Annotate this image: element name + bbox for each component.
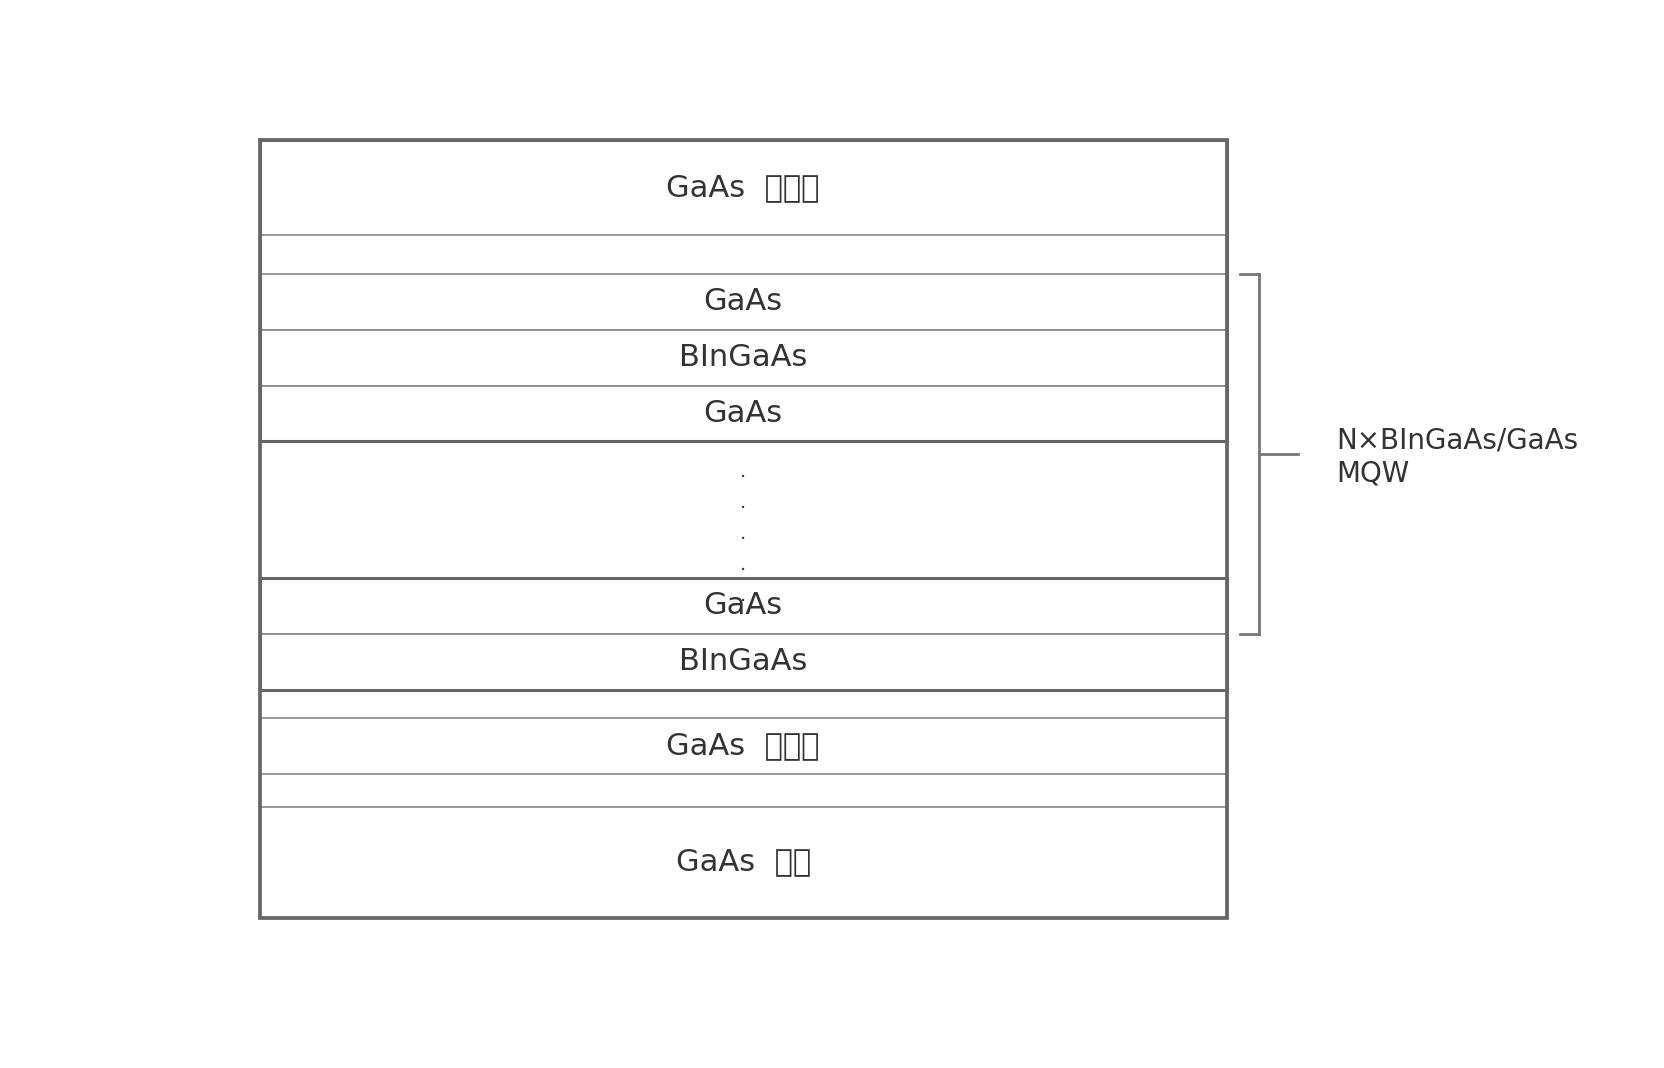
Bar: [260, 634, 1226, 690]
Text: GaAs  衬底: GaAs 衬底: [676, 848, 810, 877]
Bar: [260, 386, 1226, 441]
Text: BInGaAs: BInGaAs: [679, 647, 807, 676]
Bar: [260, 578, 1226, 690]
Text: N×BInGaAs/GaAs
MQW: N×BInGaAs/GaAs MQW: [1336, 427, 1579, 487]
Bar: [260, 806, 1226, 917]
Text: GaAs: GaAs: [704, 287, 782, 316]
Bar: [260, 141, 1226, 917]
Bar: [260, 141, 1226, 441]
Text: GaAs: GaAs: [704, 592, 782, 621]
Text: BInGaAs: BInGaAs: [679, 343, 807, 372]
Bar: [260, 718, 1226, 773]
Bar: [260, 141, 1226, 235]
Text: GaAs: GaAs: [704, 399, 782, 428]
Text: ·
·
·
·
·: · · · · ·: [740, 468, 747, 611]
Text: GaAs  盖帽层: GaAs 盖帽层: [667, 173, 820, 202]
Bar: [260, 330, 1226, 386]
Bar: [260, 273, 1226, 330]
Text: GaAs  缓冲层: GaAs 缓冲层: [667, 732, 820, 760]
Bar: [260, 578, 1226, 634]
